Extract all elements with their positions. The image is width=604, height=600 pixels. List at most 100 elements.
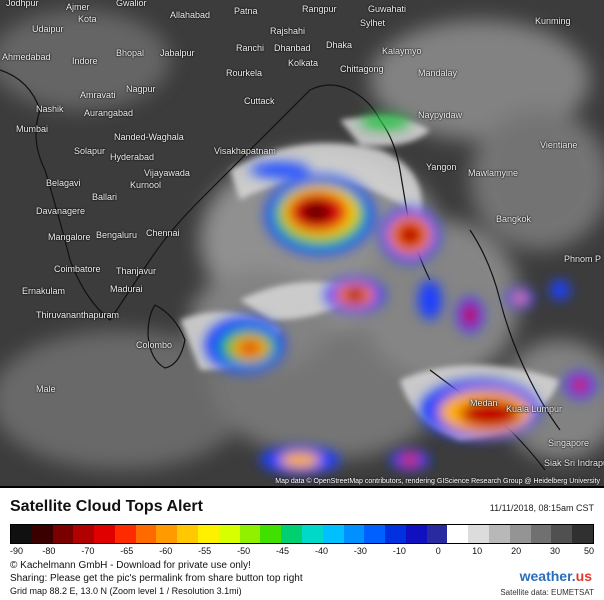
city-label: Singapore: [548, 438, 590, 448]
color-scale-ticks: -90 -80 -70 -65 -60 -55 -50 -45 -40 -30 -10 0 10 20 30…: [10, 546, 594, 558]
scale-tick-label: -30: [353, 546, 367, 556]
city-label: Mangalore: [48, 232, 91, 242]
map-graphic: [0, 10, 604, 474]
city-label: Vientiane: [540, 140, 578, 150]
city-label: Bengaluru: [96, 230, 138, 240]
satellite-source: Satellite data: EUMETSAT: [500, 588, 594, 597]
city-label: Phnom P: [564, 254, 602, 264]
city-label: Dhanbad: [274, 43, 311, 53]
scale-tick-label: -60: [159, 546, 173, 556]
color-swatch: [364, 525, 386, 543]
city-label: Male: [36, 384, 56, 394]
city-label: Yangon: [426, 162, 457, 172]
color-swatch: [468, 525, 489, 543]
color-swatch: [260, 525, 282, 543]
copyright-text: © Kachelmann GmbH - Download for private…: [10, 560, 251, 571]
color-swatch: [239, 525, 261, 543]
color-swatch: [177, 525, 199, 543]
city-label: Patna: [234, 6, 258, 16]
city-label: Amravati: [80, 90, 116, 100]
city-label: Mandalay: [418, 68, 458, 78]
city-label: Bhopal: [116, 48, 145, 58]
city-label: Hyderabad: [110, 152, 155, 162]
city-label: Cuttack: [244, 96, 275, 106]
legend-title: Satellite Cloud Tops Alert: [10, 498, 203, 515]
city-label: Dhaka: [326, 40, 353, 50]
city-label: Kurnool: [130, 180, 162, 190]
color-swatch: [135, 525, 157, 543]
city-label: Siak Sri Indrapur: [544, 458, 604, 468]
city-label: Kota: [78, 14, 97, 24]
city-label: Rajshahi: [270, 26, 306, 36]
brand-suffix: us: [575, 568, 592, 584]
city-label: Coimbatore: [54, 264, 101, 274]
city-label: Kunming: [535, 16, 571, 26]
city-label: Jabalpur: [160, 48, 195, 58]
city-label: Ernakulam: [22, 286, 66, 296]
city-label: Medan: [470, 398, 498, 408]
city-label: Nagpur: [126, 84, 156, 94]
color-swatch: [198, 525, 219, 543]
color-swatch: [509, 525, 531, 543]
scale-tick-label: -50: [237, 546, 251, 556]
scale-tick-label: -65: [120, 546, 134, 556]
color-swatch: [322, 525, 344, 543]
city-label: Chittagong: [340, 64, 384, 74]
city-label: Kolkata: [288, 58, 319, 68]
scale-tick-label: 30: [550, 546, 561, 556]
color-swatch: [73, 525, 95, 543]
city-label: Naypyidaw: [418, 110, 463, 120]
scale-tick-label: -90: [10, 546, 24, 556]
city-label: Ballari: [92, 192, 118, 202]
color-swatch: [447, 525, 469, 543]
city-label: Aurangabad: [84, 108, 134, 118]
city-label: Nanded-Waghala: [114, 132, 184, 142]
city-label: Ajmer: [66, 2, 90, 12]
scale-tick-label: 20: [511, 546, 522, 556]
scale-tick-label: 10: [472, 546, 483, 556]
color-swatch: [426, 525, 448, 543]
city-label: Kuala Lumpur: [506, 404, 563, 414]
city-label: Thanjavur: [116, 266, 157, 276]
scale-tick-label: 0: [435, 546, 441, 556]
color-scale-bar: [10, 524, 594, 544]
scale-tick-label: 50: [583, 546, 594, 556]
color-swatch: [551, 525, 573, 543]
color-swatch: [405, 525, 427, 543]
city-label: Udaipur: [32, 24, 64, 34]
city-label: Allahabad: [170, 10, 211, 20]
city-label: Colombo: [136, 340, 173, 350]
color-swatch: [488, 525, 510, 543]
color-swatch: [572, 525, 593, 543]
color-swatch: [530, 525, 552, 543]
city-label: Madurai: [110, 284, 143, 294]
scale-tick-label: -45: [276, 546, 290, 556]
timestamp: 11/11/2018, 08:15am CST: [489, 503, 594, 513]
city-label: Mumbai: [16, 124, 49, 134]
city-label: Mawlamyine: [468, 168, 519, 178]
satellite-map[interactable]: Jodhpur Ajmer Gwalior Rangpur Guwahati K…: [0, 0, 604, 486]
color-swatch: [218, 525, 240, 543]
color-swatch: [385, 525, 406, 543]
color-swatch: [156, 525, 178, 543]
color-swatch: [31, 525, 53, 543]
weather-us-logo[interactable]: weather.us: [520, 568, 592, 584]
scale-tick-label: -55: [198, 546, 212, 556]
map-attribution: Map data © OpenStreetMap contributors, r…: [275, 478, 600, 485]
city-label: Jodhpur: [6, 0, 39, 8]
brand-main: weather.: [519, 568, 576, 584]
city-label: Kalaymyo: [382, 46, 422, 56]
color-swatch: [94, 525, 115, 543]
color-swatch: [281, 525, 302, 543]
city-label: Belagavi: [46, 178, 81, 188]
city-label: Vijayawada: [144, 168, 190, 178]
city-label: Guwahati: [368, 4, 407, 14]
city-label: Visakhapatnam: [214, 146, 276, 156]
scale-tick-label: -40: [314, 546, 328, 556]
city-label: Rourkela: [226, 68, 263, 78]
color-swatch: [52, 525, 74, 543]
city-label: Nashik: [36, 104, 64, 114]
city-label: Rangpur: [302, 4, 337, 14]
color-swatch: [343, 525, 365, 543]
city-label: Bangkok: [496, 214, 532, 224]
